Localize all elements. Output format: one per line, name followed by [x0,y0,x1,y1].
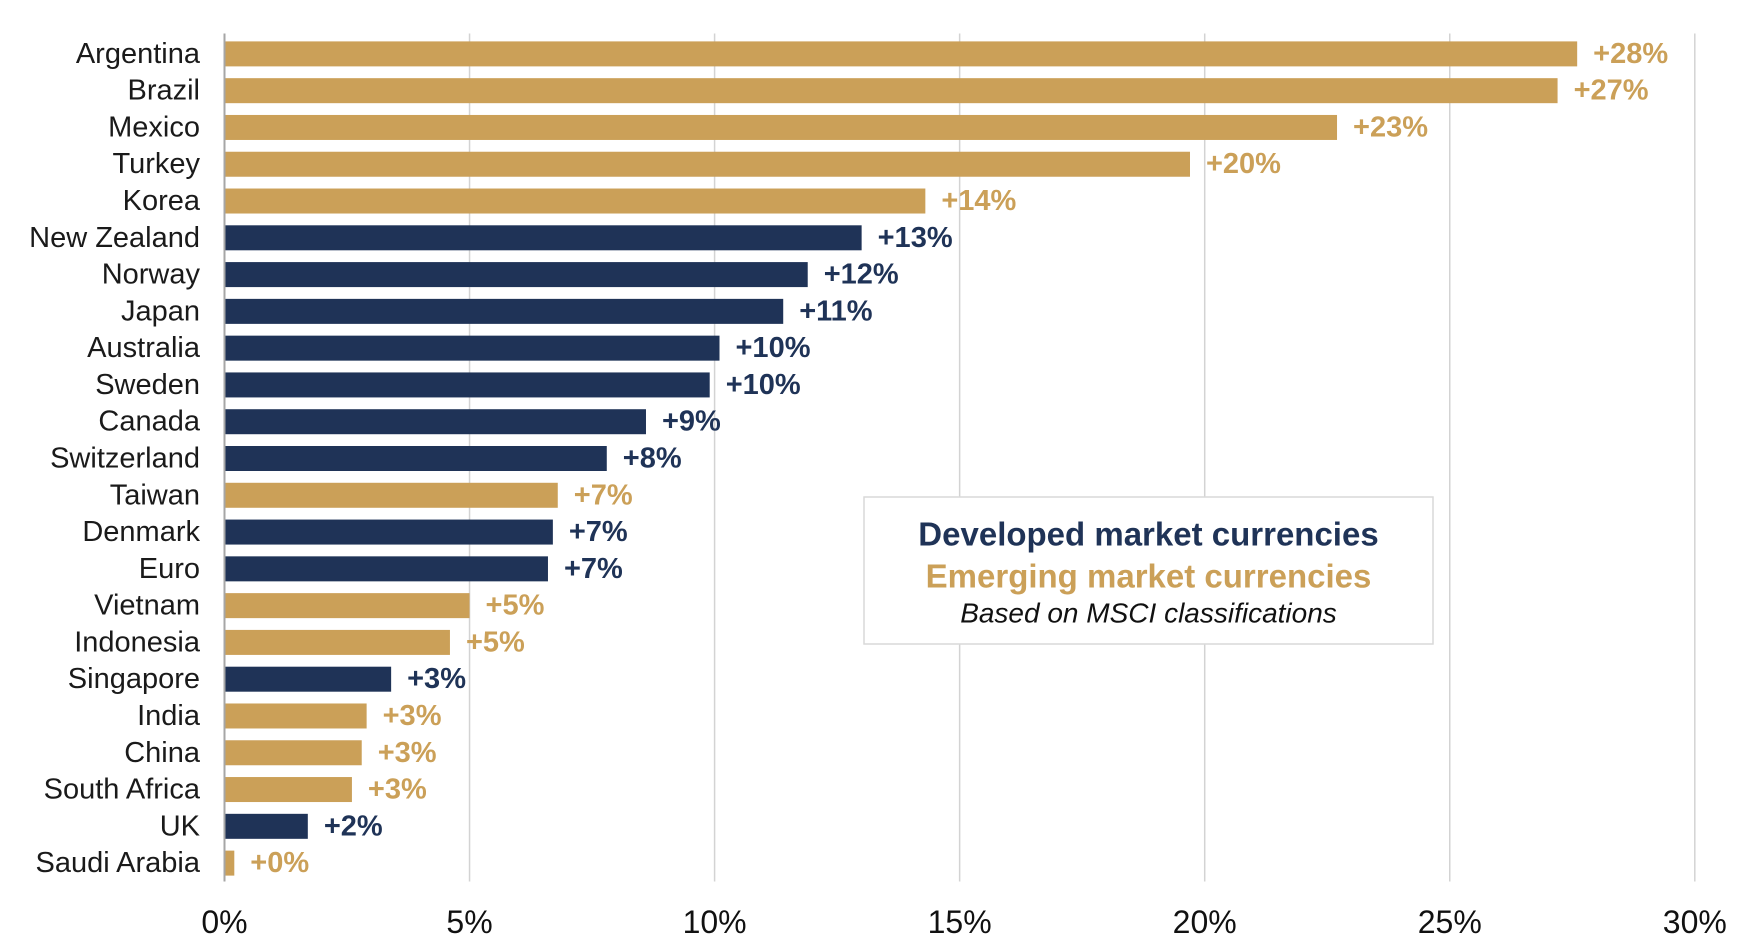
value-label-india: +3% [383,700,442,732]
category-label-new-zealand: New Zealand [29,222,200,254]
category-label-vietnam: Vietnam [94,590,200,622]
x-tick-label-30: 30% [1663,904,1727,940]
bar-taiwan [224,482,558,508]
bar-vietnam [224,593,470,619]
bar-new-zealand [224,225,862,251]
category-label-turkey: Turkey [112,148,200,180]
category-labels: Argentina Brazil Mexico Turkey Korea New Zeal… [29,38,201,879]
value-label-mexico: +23% [1353,111,1428,143]
bar-japan [224,298,784,324]
category-label-argentina: Argentina [76,38,201,70]
legend-entry-emerging: Emerging market currencies [926,558,1372,595]
bar-denmark [224,519,553,545]
bar-indonesia [224,629,450,655]
bar-euro [224,556,548,582]
value-label-brazil: +27% [1574,75,1649,107]
category-label-south-africa: South Africa [44,774,201,806]
value-label-new-zealand: +13% [878,222,953,254]
value-label-korea: +14% [941,185,1016,217]
bar-korea [224,188,926,214]
category-label-denmark: Denmark [82,516,200,548]
value-label-singapore: +3% [407,663,466,695]
category-label-australia: Australia [87,332,201,364]
value-label-japan: +11% [799,295,873,327]
category-label-taiwan: Taiwan [110,479,200,511]
bar-australia [224,335,720,361]
bar-uk [224,813,308,839]
category-label-saudi-arabia: Saudi Arabia [36,847,201,879]
value-label-canada: +9% [662,406,721,438]
category-label-japan: Japan [121,295,200,327]
value-label-argentina: +28% [1593,38,1668,70]
bar-canada [224,409,646,435]
bar-argentina [224,41,1578,67]
value-label-australia: +10% [736,332,811,364]
value-label-south-africa: +3% [368,774,427,806]
value-label-uk: +2% [324,810,383,842]
legend-note: Based on MSCI classifications [960,598,1337,629]
category-label-euro: Euro [139,553,200,585]
x-tick-labels: 0% 5% 10% 15% 20% 25% 30% [201,904,1726,940]
x-tick-label-5: 5% [446,904,492,940]
value-label-switzerland: +8% [623,443,682,475]
category-label-singapore: Singapore [68,663,200,695]
value-label-vietnam: +5% [486,590,545,622]
x-tick-label-20: 20% [1173,904,1237,940]
value-label-denmark: +7% [569,516,628,548]
category-label-norway: Norway [102,259,201,291]
value-label-indonesia: +5% [466,626,525,658]
x-tick-label-15: 15% [928,904,992,940]
bars [224,41,1578,876]
bar-norway [224,262,808,288]
value-label-turkey: +20% [1206,148,1281,180]
value-label-norway: +12% [824,259,899,291]
category-label-uk: UK [160,810,201,842]
category-label-sweden: Sweden [95,369,200,401]
value-label-euro: +7% [564,553,623,585]
category-label-india: India [137,700,201,732]
category-label-korea: Korea [123,185,201,217]
category-label-indonesia: Indonesia [74,626,201,658]
category-label-switzerland: Switzerland [50,443,200,475]
value-label-china: +3% [378,737,437,769]
bar-saudi-arabia [224,850,235,876]
bar-singapore [224,666,392,692]
legend-entry-developed: Developed market currencies [918,516,1378,553]
bar-china [224,740,362,766]
value-label-sweden: +10% [726,369,801,401]
bar-india [224,703,367,729]
x-tick-label-0: 0% [201,904,247,940]
x-tick-label-10: 10% [683,904,747,940]
value-label-taiwan: +7% [574,479,633,511]
bar-sweden [224,372,710,398]
bar-turkey [224,151,1190,177]
category-label-canada: Canada [98,406,200,438]
x-tick-label-25: 25% [1418,904,1482,940]
legend: Developed market currencies Emerging mar… [863,496,1434,645]
bar-switzerland [224,446,607,471]
bar-south-africa [224,777,352,803]
bar-brazil [224,78,1558,104]
category-label-brazil: Brazil [127,75,200,107]
value-label-saudi-arabia: +0% [250,847,309,879]
legend-box [863,496,1434,645]
value-labels: +28% +27% +23% +20% +14% +13% +12% +11% +10% +10%… [250,38,1668,879]
bar-mexico [224,114,1338,140]
category-label-china: China [124,737,201,769]
category-label-mexico: Mexico [108,111,200,143]
